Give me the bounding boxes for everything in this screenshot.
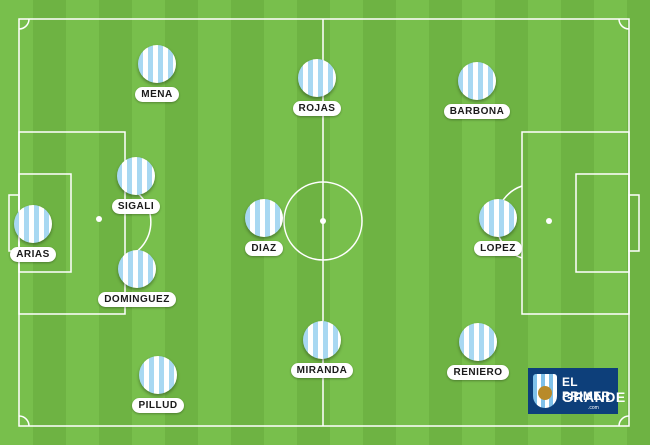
player-diaz[interactable]: DIAZ: [219, 199, 309, 256]
player-name: RENIERO: [447, 365, 509, 380]
player-miranda[interactable]: MIRANDA: [277, 321, 367, 378]
logo-line-2: GRANDE: [562, 389, 626, 405]
player-mena[interactable]: MENA: [112, 45, 202, 102]
shirt-icon: [245, 199, 283, 237]
right-goal-area: [575, 173, 630, 273]
corner-arc-bottom-left: [18, 415, 30, 427]
shirt-icon: [138, 45, 176, 83]
player-name: SIGALI: [111, 199, 161, 214]
shirt-icon: [118, 250, 156, 288]
corner-arc-top-right: [618, 18, 630, 30]
shirt-icon: [458, 62, 496, 100]
el-primer-grande-logo: EL PRIMER GRANDE .com: [528, 368, 625, 414]
player-rojas[interactable]: ROJAS: [272, 59, 362, 116]
shirt-icon: [14, 205, 52, 243]
center-circle: [283, 181, 363, 261]
player-name: DIAZ: [245, 241, 283, 256]
player-dominguez[interactable]: DOMINGUEZ: [92, 250, 182, 307]
player-name: MENA: [135, 87, 179, 102]
player-reniero[interactable]: RENIERO: [433, 323, 523, 380]
player-sigali[interactable]: SIGALI: [91, 157, 181, 214]
player-pillud[interactable]: PILLUD: [113, 356, 203, 413]
right-penalty-spot: [546, 218, 552, 224]
player-name: ARIAS: [10, 247, 56, 262]
shirt-icon: [479, 199, 517, 237]
player-name: DOMINGUEZ: [98, 292, 176, 307]
shirt-icon: [139, 356, 177, 394]
player-name: LOPEZ: [474, 241, 522, 256]
shirt-icon: [298, 59, 336, 97]
corner-arc-top-left: [18, 18, 30, 30]
shirt-icon: [303, 321, 341, 359]
ball-icon: [538, 386, 552, 400]
player-lopez[interactable]: LOPEZ: [453, 199, 543, 256]
player-name: ROJAS: [292, 101, 342, 116]
player-name: PILLUD: [132, 398, 184, 413]
logo-line-1: EL PRIMER: [562, 375, 611, 403]
left-penalty-spot: [96, 216, 102, 222]
center-spot: [320, 218, 326, 224]
logo-line-3: .com: [588, 405, 599, 411]
player-name: BARBONA: [443, 104, 511, 119]
right-goal: [628, 194, 640, 252]
shirt-icon: [459, 323, 497, 361]
player-arias[interactable]: ARIAS: [0, 205, 78, 262]
player-name: MIRANDA: [290, 363, 354, 378]
corner-arc-bottom-right: [618, 415, 630, 427]
shirt-icon: [117, 157, 155, 195]
player-barbona[interactable]: BARBONA: [432, 62, 522, 119]
